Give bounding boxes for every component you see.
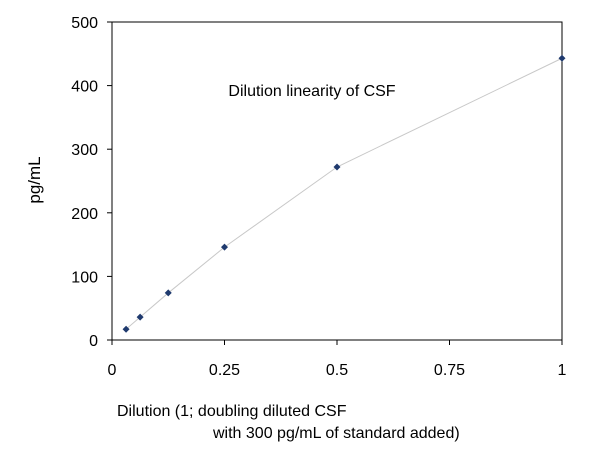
chart-title: Dilution linearity of CSF — [228, 83, 395, 100]
data-point — [558, 54, 566, 62]
data-point — [221, 243, 228, 251]
plot-area — [111, 21, 566, 341]
x-tick-label: 1 — [558, 362, 567, 379]
x-axis-label-line1: Dilution (1; doubling diluted CSF — [117, 403, 347, 420]
data-point — [164, 289, 172, 297]
x-tick-label: 0.5 — [326, 362, 348, 379]
y-tick-label: 500 — [71, 15, 98, 32]
data-point — [333, 163, 341, 171]
x-axis-ticks: 0 0.25 0.5 0.75 1 — [108, 340, 567, 379]
y-axis-label: pg/mL — [25, 156, 44, 203]
y-axis-ticks: 0 100 200 300 400 500 — [71, 15, 112, 350]
x-tick-label: 0.25 — [209, 362, 240, 379]
x-tick-label: 0 — [108, 362, 117, 379]
data-point — [136, 313, 144, 321]
x-axis-label-line2: with 300 pg/mL of standard added) — [212, 425, 460, 442]
y-tick-label: 0 — [89, 333, 98, 350]
y-tick-label: 400 — [71, 79, 98, 96]
plot-frame — [111, 21, 563, 341]
y-tick-label: 100 — [71, 269, 98, 286]
data-point — [122, 325, 130, 333]
x-tick-label: 0.75 — [434, 362, 465, 379]
y-tick-label: 200 — [71, 206, 98, 223]
series-line — [125, 57, 563, 330]
y-tick-label: 300 — [71, 142, 98, 159]
